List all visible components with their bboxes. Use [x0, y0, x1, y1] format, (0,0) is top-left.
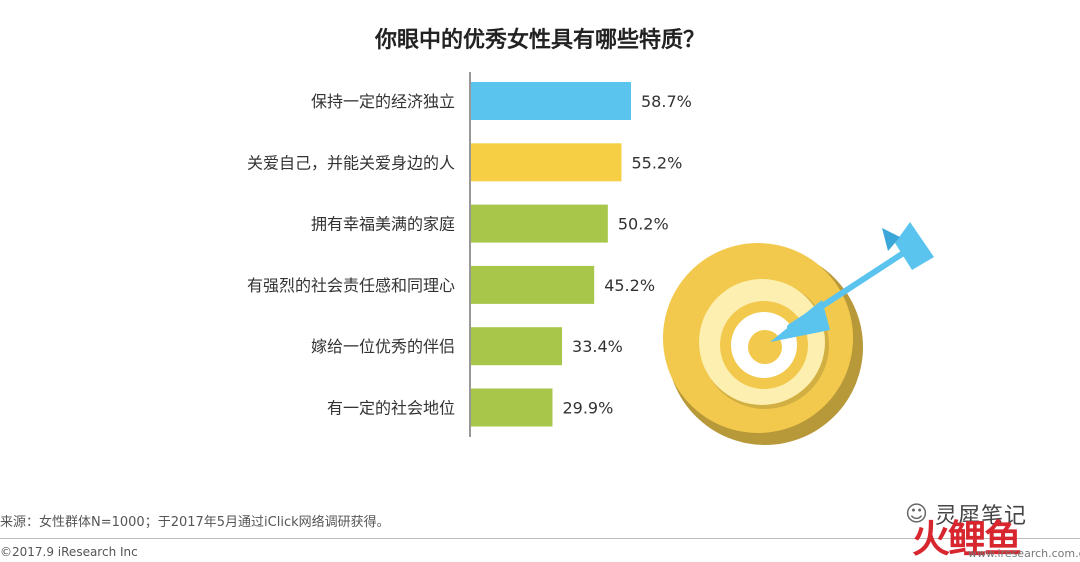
value-label-3: 45.2%: [604, 276, 655, 295]
wechat-icon: ☺: [905, 501, 929, 527]
value-label-5: 29.9%: [562, 399, 613, 418]
bar-0: [471, 82, 631, 120]
source-note: 来源：女性群体N=1000；于2017年5月通过iClick网络调研获得。: [0, 515, 390, 530]
footer-divider: [0, 538, 1080, 539]
watermark-url: www.iresearch.com.cn: [968, 547, 1080, 560]
bar-5: [471, 388, 553, 427]
bars-group: 保持一定的经济独立 58.7% 关爱自己，并能关爱身边的人 55.2% 拥有幸福美满的家…: [247, 82, 692, 427]
category-label-0: 保持一定的经济独立: [311, 92, 455, 111]
category-label-5: 有一定的社会地位: [327, 399, 455, 418]
bar-chart: 保持一定的经济独立 58.7% 关爱自己，并能关爱身边的人 55.2% 拥有幸福美满的家…: [247, 72, 934, 445]
category-label-3: 有强烈的社会责任感和同理心: [247, 276, 455, 295]
bar-1: [471, 143, 622, 182]
target-arrow-icon: [663, 222, 934, 445]
value-label-2: 50.2%: [618, 215, 669, 234]
watermark-account-name: 灵犀笔记: [934, 504, 1027, 529]
watermark-brand: 火鲤鱼: [912, 517, 1022, 561]
watermark-account: ☺ 灵犀笔记: [905, 498, 1027, 530]
bar-4: [471, 327, 563, 366]
value-label-0: 58.7%: [641, 92, 692, 111]
bar-3: [471, 265, 595, 304]
copyright-text: ©2017.9 iResearch Inc: [0, 545, 138, 559]
category-label-2: 拥有幸福美满的家庭: [311, 215, 455, 234]
category-label-4: 嫁给一位优秀的伴侣: [311, 337, 455, 356]
bar-2: [471, 204, 608, 243]
value-label-1: 55.2%: [631, 153, 682, 172]
chart-title: 你眼中的优秀女性具有哪些特质？: [374, 28, 705, 53]
category-label-1: 关爱自己，并能关爱身边的人: [247, 153, 455, 172]
value-label-4: 33.4%: [572, 337, 623, 356]
